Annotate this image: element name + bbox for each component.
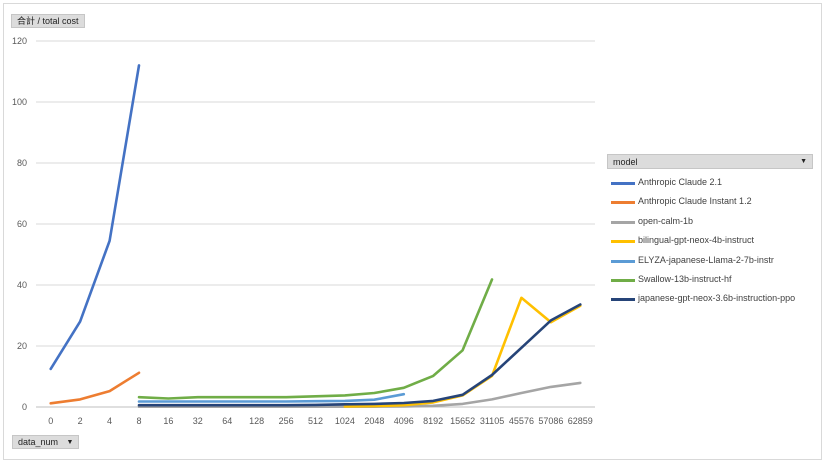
y-tick-labels: 0 20 40 60 80 100 120 — [12, 36, 27, 412]
legend-item: ELYZA-japanese-Llama-2-7b-instr — [607, 252, 813, 271]
x-tick-label: 256 — [279, 416, 294, 426]
y-tick-label: 60 — [17, 219, 27, 229]
series-lines — [49, 64, 582, 408]
legend-label: japanese-gpt-neox-3.6b-instruction-ppo — [638, 293, 796, 304]
series-line-bilingual-gpt-neox-4b-instruct — [343, 296, 582, 408]
dropdown-arrow-icon[interactable]: ▼ — [800, 158, 807, 165]
legend-label: bilingual-gpt-neox-4b-instruct — [638, 235, 755, 246]
y-tick-label: 40 — [17, 280, 27, 290]
x-tick-label: 8 — [136, 416, 141, 426]
x-tick-label: 16 — [163, 416, 173, 426]
x-tick-label: 0 — [48, 416, 53, 426]
x-tick-labels: 0 2 4 8 16 32 64 128 256 512 1024 2048 4096 8192 15652… — [48, 416, 593, 426]
y-tick-label: 20 — [17, 341, 27, 351]
legend-swatch — [611, 220, 635, 224]
legend-swatch — [611, 259, 635, 263]
legend-swatch — [611, 240, 635, 244]
x-tick-label: 62859 — [568, 416, 593, 426]
x-tick-label: 4096 — [394, 416, 414, 426]
axis-field-label: data_num — [18, 437, 59, 447]
chart-frame — [3, 3, 822, 460]
x-tick-label: 128 — [249, 416, 264, 426]
x-tick-label: 8192 — [423, 416, 443, 426]
x-tick-label: 4 — [107, 416, 112, 426]
legend-swatch — [611, 298, 635, 302]
series-line-japanese-gpt-neox-3-6b-instruction-ppo — [137, 303, 582, 407]
series-line-anthropic-claude-instant-1-2 — [49, 371, 141, 405]
gridlines — [36, 40, 595, 408]
y-tick-label: 120 — [12, 36, 27, 46]
legend-item: open-calm-1b — [607, 213, 813, 232]
y-tick-label: 80 — [17, 158, 27, 168]
legend-swatch — [611, 201, 635, 205]
legend-items: Anthropic Claude 2.1 Anthropic Claude Ins… — [607, 169, 813, 310]
series-line-anthropic-claude-2-1 — [49, 64, 141, 371]
value-field-label: 合計 / total cost — [17, 16, 79, 26]
legend-label: Swallow-13b-instruct-hf — [638, 273, 732, 284]
legend-item: Swallow-13b-instruct-hf — [607, 271, 813, 290]
legend-title: model — [613, 157, 638, 167]
legend-swatch — [611, 278, 635, 282]
legend-label: Anthropic Claude Instant 1.2 — [638, 196, 752, 207]
legend-item: japanese-gpt-neox-3.6b-instruction-ppo — [607, 290, 813, 309]
legend-item: Anthropic Claude Instant 1.2 — [607, 193, 813, 212]
series-line-elyza-japanese-llama-2-7b-instr — [137, 392, 406, 403]
x-tick-label: 2 — [78, 416, 83, 426]
legend-field-button[interactable]: model ▼ — [607, 154, 813, 169]
series-line-swallow-13b-instruct-hf — [137, 278, 494, 400]
legend-label: Anthropic Claude 2.1 — [638, 177, 723, 187]
x-tick-label: 2048 — [364, 416, 384, 426]
y-tick-label: 100 — [12, 97, 27, 107]
x-tick-label: 32 — [193, 416, 203, 426]
x-tick-label: 15652 — [450, 416, 475, 426]
dropdown-arrow-icon[interactable]: ▼ — [66, 439, 74, 446]
legend-item: bilingual-gpt-neox-4b-instruct — [607, 232, 813, 251]
y-tick-label: 0 — [22, 402, 27, 412]
legend-label: open-calm-1b — [638, 215, 694, 226]
axis-field-button[interactable]: data_num ▼ — [12, 435, 80, 449]
legend-label: ELYZA-japanese-Llama-2-7b-instr — [638, 254, 774, 265]
x-tick-label: 512 — [308, 416, 323, 426]
x-tick-label: 31105 — [480, 416, 504, 426]
x-tick-label: 45576 — [509, 416, 534, 426]
legend: model ▼ Anthropic Claude 2.1 Anthropic Cl… — [607, 154, 813, 310]
legend-item: Anthropic Claude 2.1 — [607, 174, 813, 193]
x-tick-label: 57086 — [538, 416, 563, 426]
x-tick-label: 1024 — [335, 416, 355, 426]
legend-swatch — [611, 182, 635, 185]
x-tick-label: 64 — [222, 416, 232, 426]
value-field-button[interactable]: 合計 / total cost — [11, 14, 85, 28]
